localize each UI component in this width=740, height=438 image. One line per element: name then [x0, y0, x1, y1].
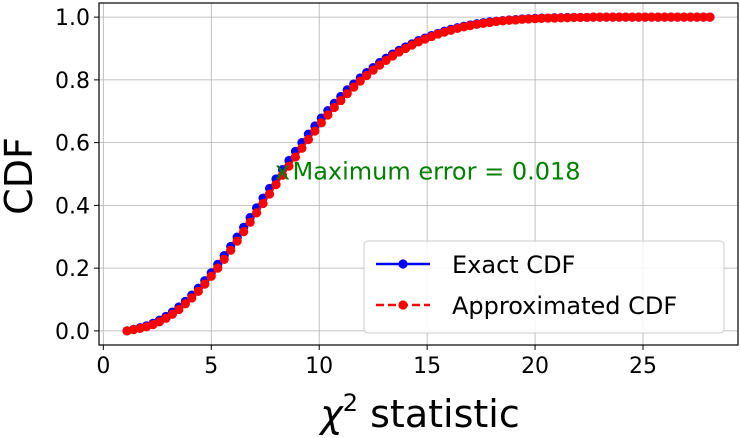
- data-point: [672, 12, 683, 22]
- data-point: [627, 12, 637, 22]
- x-axis-label-superscript: 2: [343, 389, 358, 417]
- x-tick-label: 5: [204, 354, 218, 379]
- data-point: [206, 271, 216, 281]
- data-point: [167, 309, 177, 319]
- data-point: [245, 217, 255, 227]
- data-point: [180, 299, 190, 309]
- data-point: [187, 293, 197, 303]
- legend-label-approximated-cdf: Approximated CDF: [452, 292, 677, 320]
- data-point: [504, 15, 514, 25]
- data-point: [530, 14, 540, 24]
- data-point: [213, 263, 223, 273]
- data-point: [277, 170, 288, 180]
- annotation: x Maximum error = 0.018: [275, 156, 581, 186]
- data-point: [329, 102, 339, 113]
- data-point: [685, 12, 696, 22]
- data-point: [362, 70, 372, 81]
- data-point: [569, 12, 579, 23]
- data-point: [523, 14, 534, 24]
- data-point: [562, 13, 573, 23]
- data-point: [588, 12, 598, 22]
- y-tick-label: 0.8: [55, 69, 90, 94]
- data-point: [355, 76, 365, 86]
- data-point: [705, 12, 715, 22]
- x-tick-label: 15: [413, 354, 441, 379]
- data-point: [608, 12, 618, 22]
- data-point: [174, 304, 184, 315]
- y-axis-label: CDF: [0, 137, 41, 215]
- data-point: [595, 12, 605, 22]
- data-point: [232, 236, 242, 246]
- y-tick-label: 0.2: [55, 257, 90, 282]
- x-tick-label: 0: [96, 354, 110, 379]
- data-point: [536, 13, 547, 23]
- data-point: [660, 12, 670, 22]
- data-point: [634, 12, 644, 22]
- y-tick-label: 1.0: [55, 6, 90, 31]
- data-point: [200, 279, 210, 289]
- data-point: [251, 208, 262, 218]
- x-axis-label-symbol: χ: [318, 392, 344, 436]
- data-point: [290, 152, 301, 162]
- legend: Exact CDF Approximated CDF: [363, 240, 725, 334]
- data-point: [575, 12, 586, 23]
- series-approximated-cdf: [122, 12, 715, 336]
- legend-box: [363, 240, 725, 334]
- data-point: [692, 12, 702, 22]
- data-point: [653, 12, 663, 22]
- data-point: [336, 95, 346, 106]
- data-point: [549, 13, 560, 23]
- max-error-marker: x: [275, 156, 290, 186]
- data-point: [316, 118, 326, 128]
- grid-lines: [99, 3, 738, 345]
- y-tick-label: 0.0: [55, 320, 90, 345]
- x-axis-label-rest: statistic: [358, 392, 520, 436]
- legend-marker: [398, 300, 408, 310]
- legend-label-exact-cdf: Exact CDF: [452, 251, 575, 279]
- plot-frame: [98, 2, 739, 346]
- max-error-label: Maximum error = 0.018: [292, 157, 580, 185]
- data-point: [556, 13, 566, 23]
- data-point: [640, 12, 650, 22]
- axis-ticks: 0 5 10 15 20 25 0.0 0.2 0.4 0.6 0.8 1.0: [55, 6, 657, 379]
- data-point: [284, 161, 294, 171]
- data-point: [323, 110, 333, 120]
- data-point: [517, 14, 527, 24]
- data-point: [219, 254, 229, 264]
- data-point: [614, 12, 624, 22]
- data-point: [349, 82, 359, 92]
- x-tick-label: 25: [629, 354, 657, 379]
- data-point: [381, 55, 391, 66]
- data-point: [368, 65, 378, 75]
- data-point: [226, 245, 236, 255]
- data-point: [601, 12, 611, 22]
- x-axis-label: χ2 statistic: [318, 389, 519, 436]
- series-layer: [122, 12, 715, 336]
- data-point: [342, 89, 352, 99]
- data-point: [303, 134, 314, 145]
- y-tick-label: 0.6: [55, 132, 90, 157]
- data-point: [264, 189, 275, 199]
- data-point: [271, 180, 281, 190]
- data-point: [647, 12, 657, 22]
- data-point: [621, 12, 631, 22]
- data-point: [258, 198, 268, 209]
- data-point: [239, 227, 249, 237]
- legend-marker: [398, 259, 408, 269]
- x-tick-label: 20: [521, 354, 549, 379]
- data-point: [582, 12, 592, 23]
- data-point: [679, 12, 689, 22]
- data-point: [666, 12, 676, 22]
- data-point: [698, 12, 709, 22]
- data-point: [543, 13, 553, 23]
- y-tick-label: 0.4: [55, 194, 90, 219]
- data-point: [193, 286, 203, 296]
- data-point: [297, 143, 307, 153]
- data-point: [375, 60, 385, 70]
- x-tick-label: 10: [305, 354, 333, 379]
- data-point: [310, 126, 320, 136]
